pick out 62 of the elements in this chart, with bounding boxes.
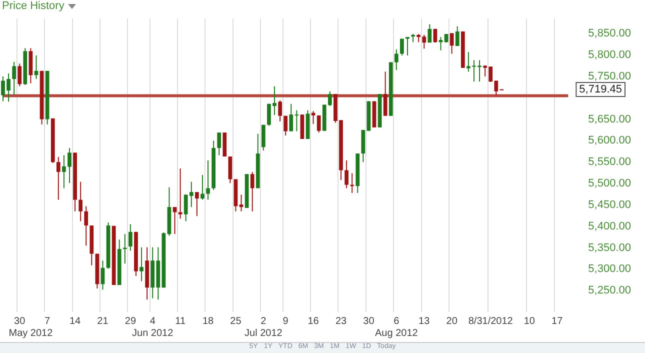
y-tick-label: 5,600.00: [588, 134, 632, 147]
candlestick: [84, 206, 88, 246]
x-tick-label: 14: [69, 316, 82, 327]
candlestick: [428, 24, 432, 44]
x-tick-label: 2 Jul 2012: [244, 316, 283, 339]
candlestick: [217, 132, 222, 156]
x-tick-label: 13: [418, 316, 430, 327]
x-tick-label: 30: [363, 316, 375, 327]
y-tick-label: 5,500.00: [588, 178, 632, 190]
candlestick: [28, 48, 33, 84]
candlestick: [128, 224, 132, 252]
candlestick: [222, 132, 227, 158]
x-tick-label: 17: [552, 316, 564, 327]
x-tick-label: 18: [202, 316, 214, 327]
candlestick: [206, 160, 210, 200]
candlestick: [278, 100, 282, 122]
x-tick-label: 11: [175, 316, 186, 327]
y-tick-label: 5,250.00: [588, 284, 632, 297]
x-tick-label: 8/31/2012: [468, 316, 514, 327]
candlestick: [12, 61, 16, 96]
x-tick-label: 29: [124, 316, 136, 327]
x-tick-label: 7: [44, 316, 51, 327]
candlestick: [450, 32, 454, 54]
x-tick-label: 9: [282, 316, 289, 327]
candlestick: [178, 168, 182, 220]
candlestick: [250, 171, 254, 212]
y-tick-label: 5,300.00: [588, 263, 632, 276]
candlestick: [361, 129, 366, 163]
text: 5,719.45: [579, 84, 622, 96]
y-tick-label: 5,550.00: [588, 156, 632, 168]
x-tick-label: 20: [446, 316, 458, 327]
chart-title: Price History: [2, 0, 64, 12]
candlestick: [78, 181, 83, 222]
x-tick-label: 10: [524, 316, 536, 327]
candlestick: [261, 124, 266, 152]
y-tick-label: 5,400.00: [588, 220, 632, 232]
candlestick: [394, 48, 398, 70]
candlestick: [194, 192, 199, 217]
x-tick-label: 30: [14, 316, 26, 327]
candlestick: [200, 174, 204, 200]
x-tick-label: 21: [97, 316, 109, 327]
y-tick-label: 5,800.00: [588, 49, 632, 62]
candlestick: [400, 38, 404, 56]
candlestick: [18, 63, 22, 87]
candlestick: [284, 115, 288, 136]
x-tick-label: 6 Aug 2012: [374, 316, 418, 339]
candlestick: [383, 71, 388, 116]
y-tick-label: 5,350.00: [588, 242, 632, 254]
x-tick-label: 25: [230, 316, 242, 327]
candlestick: [344, 160, 348, 189]
x-tick-label: 23: [335, 316, 347, 327]
candlestick: [140, 246, 144, 282]
candlestick: [455, 26, 460, 47]
candlestick: [56, 156, 60, 200]
y-tick-label: 5,650.00: [588, 113, 632, 126]
y-tick-label: 5,450.00: [588, 198, 632, 211]
y-tick-label: 5,850.00: [588, 28, 632, 40]
x-tick-label: 16: [308, 316, 320, 327]
x-tick-label: May 2012: [8, 328, 54, 339]
candlestick: [228, 156, 232, 184]
candlestick: [316, 114, 321, 134]
y-tick-label: 5,750.00: [588, 70, 632, 82]
